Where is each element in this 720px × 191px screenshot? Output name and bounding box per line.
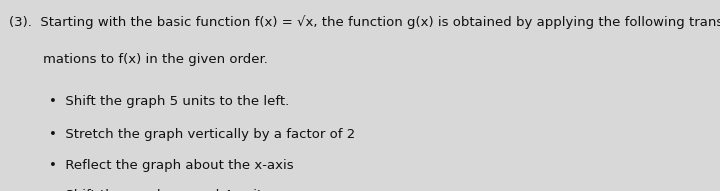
- Text: mations to f(x) in the given order.: mations to f(x) in the given order.: [9, 53, 268, 66]
- Text: •  Shift the graph upward 4 units: • Shift the graph upward 4 units: [49, 189, 269, 191]
- Text: •  Stretch the graph vertically by a factor of 2: • Stretch the graph vertically by a fact…: [49, 128, 355, 141]
- Text: (3).  Starting with the basic function f(x) = √x, the function g(x) is obtained : (3). Starting with the basic function f(…: [9, 15, 720, 29]
- Text: •  Reflect the graph about the x-axis: • Reflect the graph about the x-axis: [49, 159, 294, 172]
- Text: •  Shift the graph 5 units to the left.: • Shift the graph 5 units to the left.: [49, 96, 289, 108]
